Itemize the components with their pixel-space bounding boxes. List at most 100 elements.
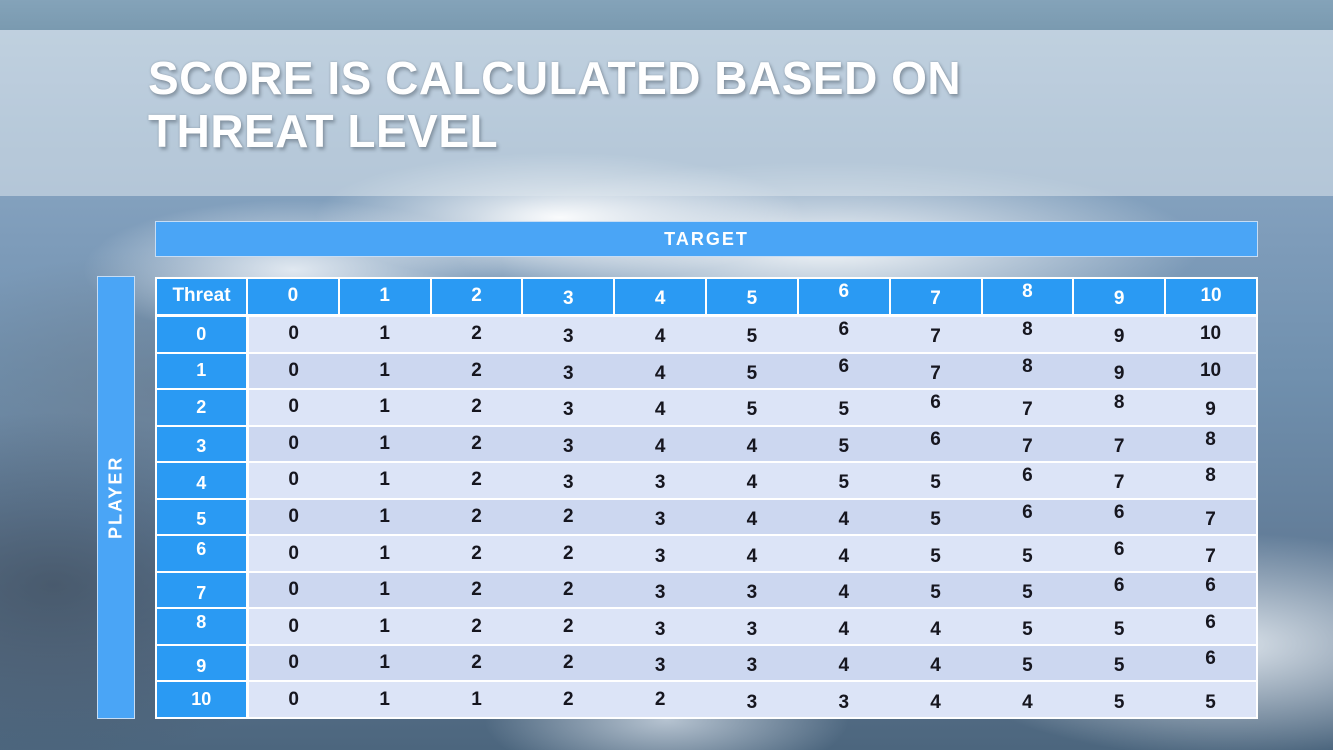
- score-cell: 3: [797, 680, 890, 718]
- score-table-wrap: Threat 0 1 2 3 4 5 6 7 8 9 10 0 0 1 2 3 4 5 6 7 8 9 10 1 0 1 2 3 4 5 6 7…: [155, 277, 1258, 719]
- score-cell: 3: [614, 497, 707, 536]
- score-cell: 4: [797, 534, 890, 572]
- score-cell: 7: [889, 351, 982, 390]
- row-header-9: 9: [156, 643, 249, 682]
- col-header-5: 5: [705, 278, 798, 317]
- score-cell: 8: [981, 314, 1074, 353]
- col-header-10: 10: [1164, 278, 1257, 317]
- score-cell: 5: [889, 497, 982, 536]
- corner-header-threat: Threat: [156, 278, 247, 317]
- score-cell: 6: [981, 461, 1074, 499]
- score-cell: 1: [338, 314, 431, 353]
- score-cell: 8: [1073, 388, 1166, 426]
- score-cell: 2: [430, 607, 523, 645]
- score-cell: 5: [981, 607, 1074, 645]
- score-cell: 7: [1165, 497, 1257, 536]
- score-cell: 0: [247, 424, 339, 463]
- score-cell: 2: [614, 680, 707, 718]
- score-cell: 0: [247, 680, 339, 718]
- score-cell: 3: [706, 570, 798, 609]
- score-cell: 1: [338, 534, 431, 572]
- score-cell: 4: [614, 314, 707, 353]
- score-cell: 3: [706, 643, 798, 682]
- target-axis-banner: TARGET: [155, 221, 1258, 257]
- top-accent-bar: [0, 0, 1333, 30]
- score-cell: 0: [247, 570, 339, 609]
- score-cell: 4: [797, 497, 890, 536]
- score-cell: 1: [430, 680, 523, 718]
- score-cell: 7: [889, 314, 982, 353]
- score-cell: 4: [797, 570, 890, 609]
- score-cell: 7: [981, 424, 1074, 463]
- score-cell: 5: [889, 534, 982, 572]
- score-cell: 5: [981, 570, 1074, 609]
- row-header-2: 2: [156, 388, 249, 426]
- score-cell: 4: [706, 461, 798, 499]
- score-cell: 7: [1073, 424, 1166, 463]
- score-cell: 3: [522, 424, 615, 463]
- score-cell: 1: [338, 643, 431, 682]
- score-cell: 2: [430, 461, 523, 499]
- score-cell: 4: [889, 643, 982, 682]
- title-line-1: SCORE IS CALCULATED BASED ON: [148, 52, 962, 104]
- score-cell: 0: [247, 607, 339, 645]
- score-cell: 3: [706, 607, 798, 645]
- col-header-9: 9: [1072, 278, 1166, 317]
- score-cell: 5: [706, 388, 798, 426]
- score-cell: 4: [614, 351, 707, 390]
- score-cell: 6: [1073, 534, 1166, 572]
- score-cell: 5: [1165, 680, 1257, 718]
- score-cell: 7: [981, 388, 1074, 426]
- score-cell: 3: [614, 570, 707, 609]
- score-cell: 5: [889, 461, 982, 499]
- score-cell: 2: [430, 351, 523, 390]
- col-header-1: 1: [337, 278, 431, 317]
- score-cell: 1: [338, 351, 431, 390]
- score-cell: 5: [797, 461, 890, 499]
- score-cell: 5: [797, 388, 890, 426]
- score-cell: 6: [797, 351, 890, 390]
- score-cell: 2: [430, 643, 523, 682]
- score-cell: 1: [338, 497, 431, 536]
- row-header-5: 5: [156, 497, 249, 536]
- score-cell: 6: [889, 424, 982, 463]
- col-header-0: 0: [246, 278, 339, 317]
- score-cell: 1: [338, 388, 431, 426]
- score-cell: 5: [889, 570, 982, 609]
- slide-title: SCORE IS CALCULATED BASED ON THREAT LEVE…: [148, 52, 961, 159]
- score-cell: 7: [1165, 534, 1257, 572]
- score-cell: 2: [430, 388, 523, 426]
- title-band: SCORE IS CALCULATED BASED ON THREAT LEVE…: [0, 30, 1333, 196]
- score-cell: 4: [614, 388, 707, 426]
- score-cell: 5: [981, 643, 1074, 682]
- score-cell: 3: [522, 461, 615, 499]
- score-cell: 4: [889, 607, 982, 645]
- score-cell: 6: [797, 314, 890, 353]
- score-cell: 0: [247, 461, 339, 499]
- score-cell: 6: [889, 388, 982, 426]
- score-cell: 7: [1073, 461, 1166, 499]
- score-row-0: 0 0 1 2 3 4 5 6 7 8 9 10: [156, 314, 1257, 353]
- score-cell: 3: [614, 534, 707, 572]
- player-axis-banner: PLAYER: [97, 276, 135, 719]
- score-cell: 3: [614, 643, 707, 682]
- score-cell: 1: [338, 680, 431, 718]
- score-cell: 2: [522, 680, 615, 718]
- score-cell: 6: [1073, 570, 1166, 609]
- score-cell: 2: [522, 643, 615, 682]
- score-cell: 4: [889, 680, 982, 718]
- score-cell: 3: [706, 680, 798, 718]
- score-cell: 2: [430, 424, 523, 463]
- row-header-0: 0: [156, 314, 249, 353]
- score-cell: 8: [1165, 424, 1257, 463]
- score-cell: 4: [706, 534, 798, 572]
- score-cell: 10: [1165, 351, 1257, 390]
